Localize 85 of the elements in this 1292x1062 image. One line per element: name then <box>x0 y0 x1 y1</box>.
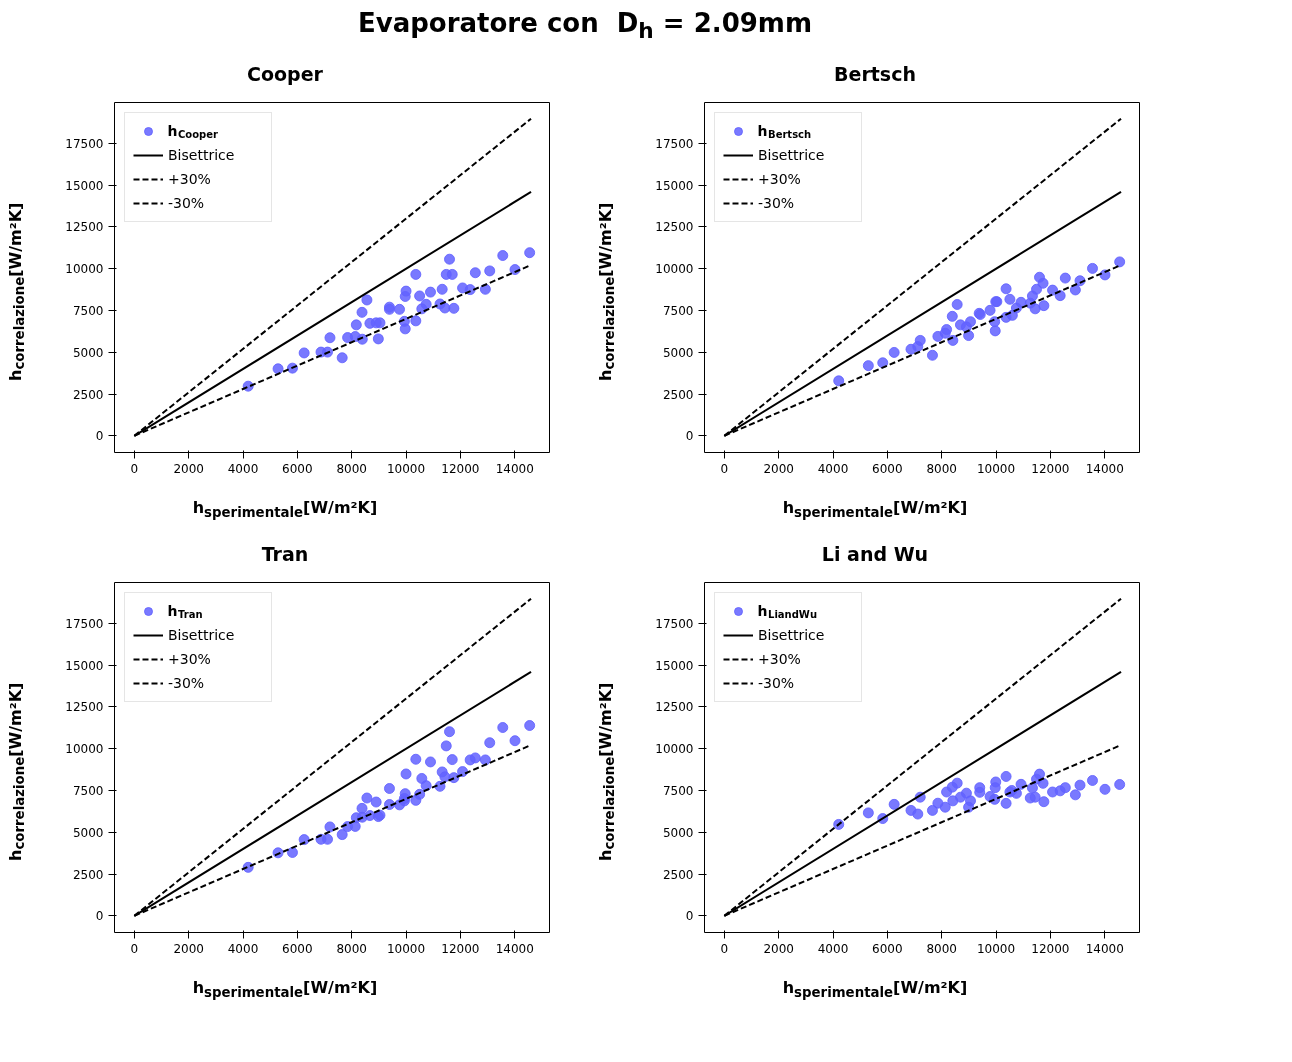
y-tick-label: 12500 <box>65 220 104 235</box>
x-tick-label: 10000 <box>976 461 1016 476</box>
y-tick-label: 15000 <box>655 658 694 673</box>
x-tick-label: 2000 <box>763 941 794 956</box>
legend-label: -30% <box>168 195 206 211</box>
x-tick-label: 0 <box>130 461 139 476</box>
x-tick-label: 12000 <box>441 461 480 476</box>
x-axis-title: h$_{sperimentale}$[W/m²K] <box>192 977 378 1003</box>
x-tick-label: 0 <box>720 941 729 956</box>
legend-label: Bisettrice <box>168 627 236 643</box>
x-tick-label: 6000 <box>872 941 903 956</box>
y-tick-label: 15000 <box>65 178 104 193</box>
y-tick-label: 17500 <box>65 616 104 631</box>
x-tick-label: 8000 <box>926 941 957 956</box>
x-tick-label: 8000 <box>336 941 367 956</box>
y-tick-label: 2500 <box>662 387 694 402</box>
x-axis-title: h$_{sperimentale}$[W/m²K] <box>192 497 378 523</box>
y-tick-label: 17500 <box>655 616 694 631</box>
y-tick-label: 10000 <box>65 262 104 277</box>
y-tick-label: 15000 <box>65 658 104 673</box>
legend-label: +30% <box>758 651 802 667</box>
x-tick-label: 6000 <box>872 461 903 476</box>
y-tick-label: 17500 <box>655 136 694 151</box>
x-tick-label: 14000 <box>1085 461 1124 476</box>
chart-title: Li and Wu <box>821 542 929 567</box>
y-tick-label: 7500 <box>662 784 694 798</box>
legend-label: -30% <box>758 195 796 211</box>
x-tick-label: 12000 <box>1031 461 1070 476</box>
y-tick-label: 12500 <box>655 700 694 715</box>
y-tick-label: 12500 <box>655 220 694 235</box>
y-tick-label: 5000 <box>662 825 694 840</box>
x-tick-label: 4000 <box>227 461 259 476</box>
x-axis-title: h$_{sperimentale}$[W/m²K] <box>782 497 968 523</box>
x-tick-label: 10000 <box>976 941 1016 956</box>
y-tick-label: 2500 <box>72 387 104 402</box>
y-tick-label: 2500 <box>72 867 104 882</box>
x-tick-label: 6000 <box>282 461 313 476</box>
legend-label: Bisettrice <box>758 147 826 163</box>
x-tick-label: 4000 <box>817 941 849 956</box>
legend-label: -30% <box>168 675 206 691</box>
y-tick-label: 10000 <box>655 262 694 277</box>
x-tick-label: 12000 <box>441 941 480 956</box>
legend-label: -30% <box>758 675 796 691</box>
y-tick-label: 10000 <box>655 742 694 757</box>
x-tick-label: 0 <box>720 461 729 476</box>
chart-title: Bertsch <box>834 62 916 87</box>
y-tick-label: 0 <box>95 909 104 924</box>
x-tick-label: 14000 <box>495 461 534 476</box>
y-tick-label: 5000 <box>72 825 104 840</box>
x-tick-label: 14000 <box>495 941 534 956</box>
y-tick-label: 0 <box>685 909 694 924</box>
x-tick-label: 2000 <box>763 461 794 476</box>
chart-title: Tran <box>261 542 309 567</box>
x-tick-label: 2000 <box>173 941 204 956</box>
legend-label: Bisettrice <box>168 147 236 163</box>
legend-label: +30% <box>758 171 802 187</box>
x-tick-label: 8000 <box>336 461 367 476</box>
legend-label: +30% <box>168 171 212 187</box>
y-tick-label: 17500 <box>65 136 104 151</box>
legend-label: Bisettrice <box>758 627 826 643</box>
y-tick-label: 7500 <box>662 304 694 318</box>
legend-label: +30% <box>168 651 212 667</box>
x-tick-label: 14000 <box>1085 941 1124 956</box>
x-axis-title: h$_{sperimentale}$[W/m²K] <box>782 977 968 1003</box>
chart-title: Cooper <box>247 62 323 87</box>
x-tick-label: 6000 <box>282 941 313 956</box>
x-tick-label: 10000 <box>386 461 426 476</box>
text: Evaporatore con D$_{h}$ = 2.09mm <box>357 7 813 46</box>
y-tick-label: 12500 <box>65 700 104 715</box>
y-tick-label: 2500 <box>662 867 694 882</box>
y-tick-label: 7500 <box>72 784 104 798</box>
y-tick-label: 7500 <box>72 304 104 318</box>
y-tick-label: 10000 <box>65 742 104 757</box>
y-tick-label: 0 <box>95 429 104 444</box>
y-tick-label: 0 <box>685 429 694 444</box>
x-tick-label: 4000 <box>817 461 849 476</box>
x-tick-label: 10000 <box>386 941 426 956</box>
y-tick-label: 5000 <box>72 345 104 360</box>
x-tick-label: 12000 <box>1031 941 1070 956</box>
x-tick-label: 0 <box>130 941 139 956</box>
x-tick-label: 4000 <box>227 941 259 956</box>
x-tick-label: 2000 <box>173 461 204 476</box>
y-tick-label: 15000 <box>655 178 694 193</box>
x-tick-label: 8000 <box>926 461 957 476</box>
y-tick-label: 5000 <box>662 345 694 360</box>
